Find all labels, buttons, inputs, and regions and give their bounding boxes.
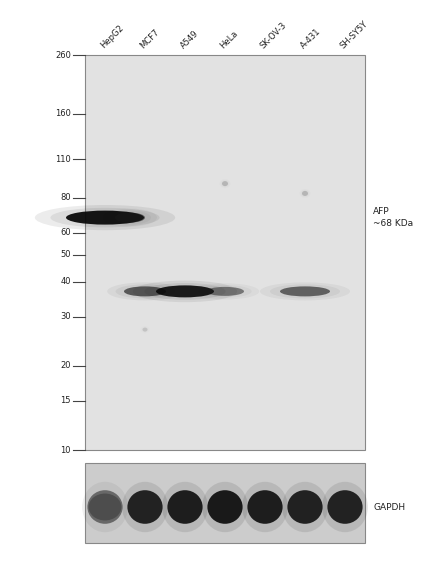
Ellipse shape (282, 482, 328, 532)
Text: 60: 60 (60, 228, 71, 237)
Ellipse shape (133, 280, 237, 302)
Text: 110: 110 (55, 155, 71, 164)
Ellipse shape (124, 286, 166, 296)
Text: 40: 40 (60, 278, 71, 287)
Text: GAPDH: GAPDH (373, 503, 405, 512)
Text: 30: 30 (60, 312, 71, 321)
Ellipse shape (156, 286, 214, 297)
Ellipse shape (50, 208, 160, 227)
Bar (85, 463, 365, 543)
Ellipse shape (222, 181, 228, 186)
Ellipse shape (327, 490, 363, 524)
Text: SH-SY5Y: SH-SY5Y (339, 19, 370, 50)
Text: AFP
~68 KDa: AFP ~68 KDa (373, 207, 413, 228)
Ellipse shape (122, 482, 168, 532)
Text: MCF7: MCF7 (138, 27, 161, 50)
Ellipse shape (115, 213, 145, 223)
Ellipse shape (162, 482, 208, 532)
Ellipse shape (66, 210, 144, 224)
Text: 260: 260 (55, 50, 71, 59)
Text: 160: 160 (55, 109, 71, 118)
Ellipse shape (202, 482, 248, 532)
Ellipse shape (302, 191, 308, 196)
Ellipse shape (35, 205, 175, 230)
Text: A549: A549 (179, 29, 200, 50)
Ellipse shape (142, 328, 147, 332)
Ellipse shape (207, 490, 243, 524)
Ellipse shape (168, 490, 202, 524)
Ellipse shape (206, 287, 244, 296)
Ellipse shape (288, 490, 323, 524)
Ellipse shape (89, 494, 121, 521)
Ellipse shape (127, 490, 163, 524)
Bar (85, 55, 365, 450)
Ellipse shape (322, 482, 368, 532)
Ellipse shape (87, 490, 123, 524)
Ellipse shape (247, 490, 283, 524)
Text: HepG2: HepG2 (99, 24, 125, 50)
Text: 15: 15 (60, 396, 71, 406)
Text: A-431: A-431 (299, 26, 322, 50)
Text: SK-OV-3: SK-OV-3 (258, 20, 288, 50)
Ellipse shape (144, 283, 226, 300)
Text: 20: 20 (60, 361, 71, 370)
Ellipse shape (82, 482, 128, 532)
Ellipse shape (242, 482, 288, 532)
Text: 50: 50 (60, 250, 71, 259)
Ellipse shape (280, 286, 330, 296)
Text: 80: 80 (60, 194, 71, 203)
Text: HeLa: HeLa (219, 29, 240, 50)
Text: 10: 10 (60, 445, 71, 454)
